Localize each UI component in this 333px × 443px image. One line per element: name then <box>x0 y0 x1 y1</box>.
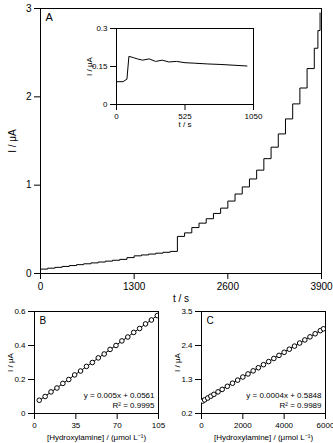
svg-text:0.3: 0.3 <box>96 24 108 33</box>
svg-text:0: 0 <box>103 100 108 109</box>
svg-text:2000: 2000 <box>234 421 252 430</box>
svg-text:0.2: 0.2 <box>14 375 26 384</box>
svg-text:0.2: 0.2 <box>181 409 193 418</box>
svg-text:2: 2 <box>26 91 32 102</box>
svg-text:t / s: t / s <box>173 293 189 304</box>
svg-text:0: 0 <box>26 268 32 279</box>
svg-text:3900: 3900 <box>310 281 333 292</box>
svg-text:y = 0.005x + 0.0561R² = 0.9995: y = 0.005x + 0.0561R² = 0.9995 <box>84 391 155 409</box>
svg-text:0: 0 <box>114 112 119 121</box>
svg-text:[Hydroxylamine] / (μmol L⁻¹): [Hydroxylamine] / (μmol L⁻¹) <box>214 433 314 442</box>
svg-text:C: C <box>207 315 214 326</box>
svg-text:y = 0.0004x + 0.5848R² = 0.998: y = 0.0004x + 0.5848R² = 0.9989 <box>246 391 322 409</box>
svg-text:70: 70 <box>113 421 122 430</box>
svg-text:3.5: 3.5 <box>181 307 193 316</box>
svg-text:0: 0 <box>199 421 204 430</box>
svg-text:3: 3 <box>26 3 32 14</box>
svg-text:0.4: 0.4 <box>14 341 26 350</box>
svg-text:t / s: t / s <box>179 120 192 129</box>
svg-text:I / μA: I / μA <box>173 352 182 372</box>
svg-text:A: A <box>46 11 54 23</box>
svg-text:B: B <box>40 315 47 326</box>
svg-text:2.4: 2.4 <box>181 341 193 350</box>
svg-text:I / μA: I / μA <box>7 129 18 153</box>
svg-text:1.3: 1.3 <box>181 375 193 384</box>
svg-text:1300: 1300 <box>123 281 146 292</box>
svg-text:0.15: 0.15 <box>92 62 108 71</box>
svg-text:1: 1 <box>26 179 32 190</box>
svg-text:35: 35 <box>71 421 80 430</box>
svg-text:4000: 4000 <box>275 421 293 430</box>
svg-text:I / μA: I / μA <box>6 352 15 372</box>
svg-text:105: 105 <box>152 421 166 430</box>
svg-text:0.6: 0.6 <box>14 307 26 316</box>
svg-text:0: 0 <box>32 421 37 430</box>
svg-text:I / μA: I / μA <box>85 56 94 76</box>
svg-text:525: 525 <box>178 112 192 122</box>
svg-text:[Hydroxylamine] / (μmol L⁻¹): [Hydroxylamine] / (μmol L⁻¹) <box>47 433 147 442</box>
svg-text:0: 0 <box>38 281 44 292</box>
svg-text:1050: 1050 <box>245 112 263 121</box>
svg-text:6000: 6000 <box>317 421 333 430</box>
svg-text:0: 0 <box>21 409 26 418</box>
svg-text:2600: 2600 <box>217 281 240 292</box>
